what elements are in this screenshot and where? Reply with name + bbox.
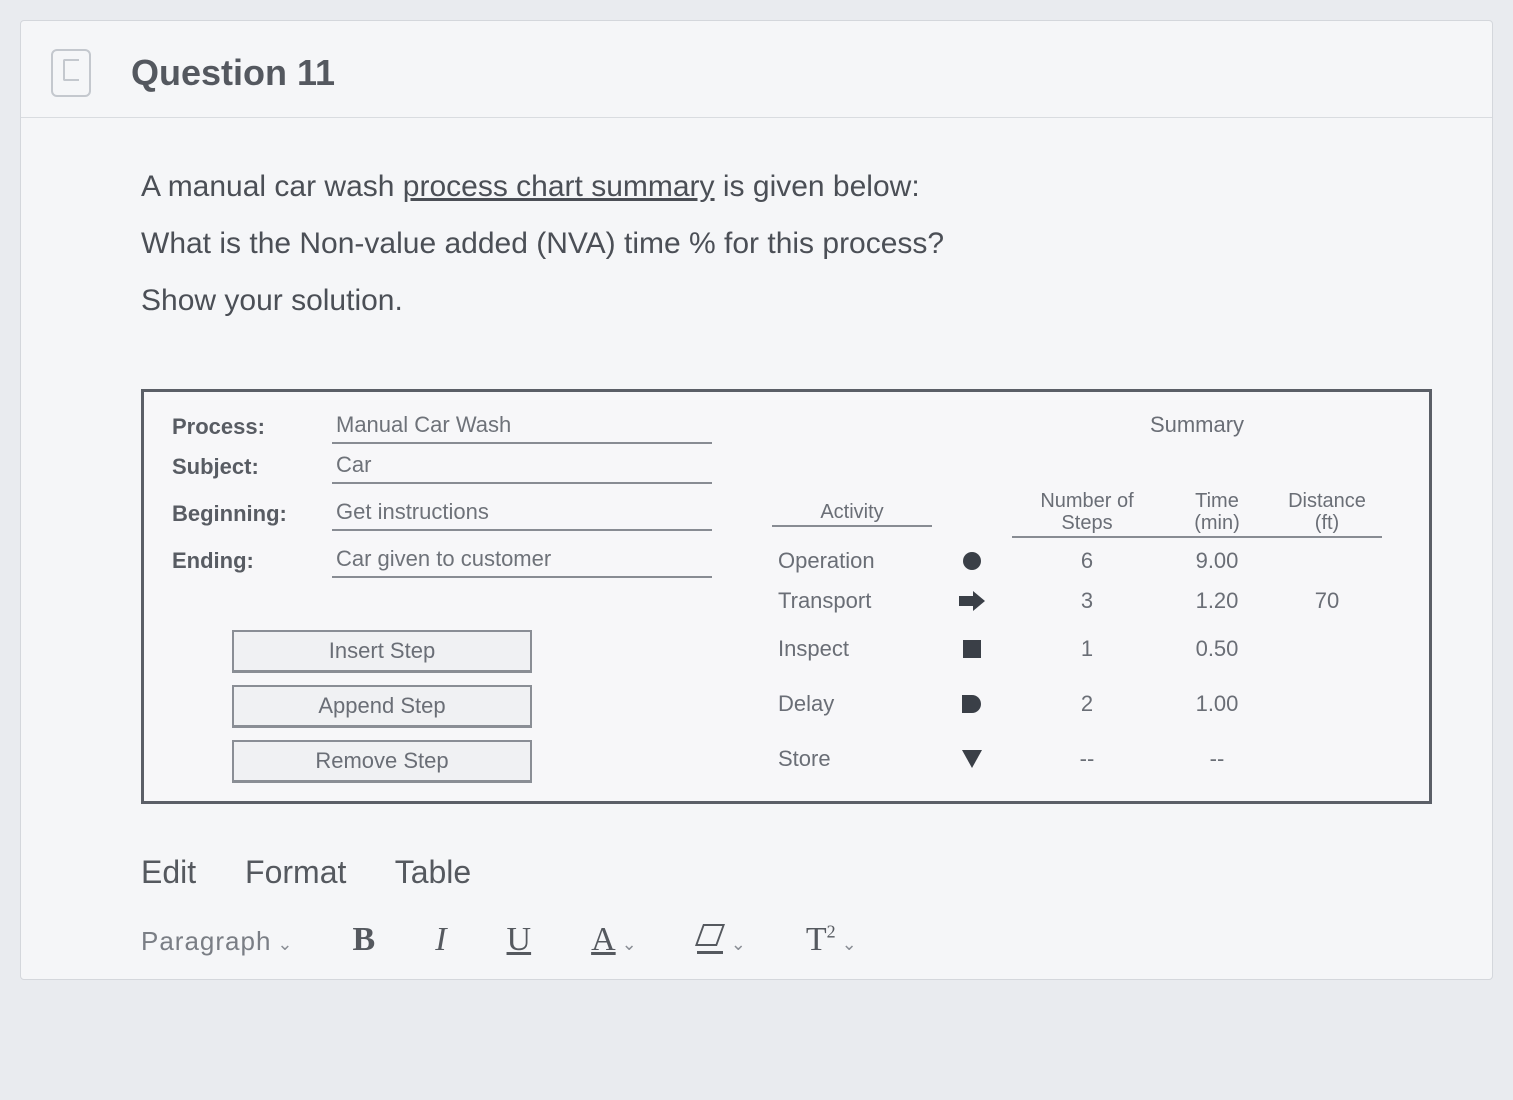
question-line-1: A manual car wash process chart summary … [141,158,1432,215]
value-beginning: Get instructions [332,497,712,531]
row-transport-label: Transport [772,584,932,618]
paragraph-dropdown[interactable]: Paragraph ⌄ [141,926,293,957]
row-operation-label: Operation [772,544,932,578]
row-transport-steps: 3 [1012,584,1162,618]
chevron-down-icon: ⌄ [842,934,857,955]
row-operation-dist [1272,557,1382,565]
italic-button[interactable]: I [435,921,446,959]
header-time: Time (min) [1162,490,1272,538]
process-chart: Process: Manual Car Wash Summary Subject… [141,389,1432,804]
editor-toolbar: Paragraph ⌄ B I U A ⌄ ⌄ T2 ⌄ [141,921,1432,959]
menu-table[interactable]: Table [395,854,472,890]
remove-step-button[interactable]: Remove Step [232,740,532,783]
bold-button[interactable]: B [353,921,376,959]
highlight-dropdown[interactable]: ⌄ [697,922,746,955]
question-card: Question 11 A manual car wash process ch… [20,20,1493,980]
row-delay-label: Delay [772,687,932,721]
delay-icon [932,694,1012,714]
menu-edit[interactable]: Edit [141,854,196,890]
question-header: Question 11 [21,21,1492,118]
label-subject: Subject: [172,454,332,480]
row-delay-steps: 2 [1012,687,1162,721]
question-title: Question 11 [131,52,335,94]
editor-menu: Edit Format Table [141,854,1432,891]
append-step-button[interactable]: Append Step [232,685,532,728]
transport-icon [932,591,1012,611]
header-steps: Number of Steps [1012,490,1162,538]
row-store-label: Store [772,742,932,776]
q-line1-underlined: process chart summary [403,170,715,203]
value-process: Manual Car Wash [332,410,712,444]
row-delay-time: 1.00 [1162,687,1272,721]
row-store-steps: -- [1012,742,1162,776]
row-inspect-label: Inspect [772,632,932,666]
row-inspect-time: 0.50 [1162,632,1272,666]
row-operation-steps: 6 [1012,544,1162,578]
row-store-time: -- [1162,742,1272,776]
inspect-icon [932,639,1012,659]
row-delay-dist [1272,700,1382,708]
chevron-down-icon: ⌄ [731,934,746,955]
chevron-down-icon: ⌄ [277,934,292,955]
question-line-2: What is the Non-value added (NVA) time %… [141,215,1432,272]
q-line1-pre: A manual car wash [141,170,403,203]
flag-icon[interactable] [51,49,91,97]
menu-format[interactable]: Format [245,854,346,890]
header-distance: Distance (ft) [1272,490,1382,538]
row-operation-time: 9.00 [1162,544,1272,578]
header-activity: Activity [772,501,932,527]
value-ending: Car given to customer [332,544,712,578]
row-inspect-dist [1272,645,1382,653]
row-transport-dist: 70 [1272,584,1382,618]
highlighter-icon [697,922,725,950]
operation-icon [932,550,1012,572]
label-beginning: Beginning: [172,501,332,527]
label-ending: Ending: [172,548,332,574]
chevron-down-icon: ⌄ [622,934,637,955]
label-process: Process: [172,414,332,440]
superscript-dropdown[interactable]: T2 ⌄ [806,921,857,959]
question-line-3: Show your solution. [141,272,1432,329]
value-subject: Car [332,450,712,484]
underline-button[interactable]: U [507,921,532,959]
row-inspect-steps: 1 [1012,632,1162,666]
row-transport-time: 1.20 [1162,584,1272,618]
store-icon [932,749,1012,769]
summary-title: Summary [1012,412,1382,442]
text-color-dropdown[interactable]: A ⌄ [591,921,637,959]
question-body: A manual car wash process chart summary … [21,118,1492,359]
insert-step-button[interactable]: Insert Step [232,630,532,673]
row-store-dist [1272,755,1382,763]
q-line1-post: is given below: [715,170,920,203]
